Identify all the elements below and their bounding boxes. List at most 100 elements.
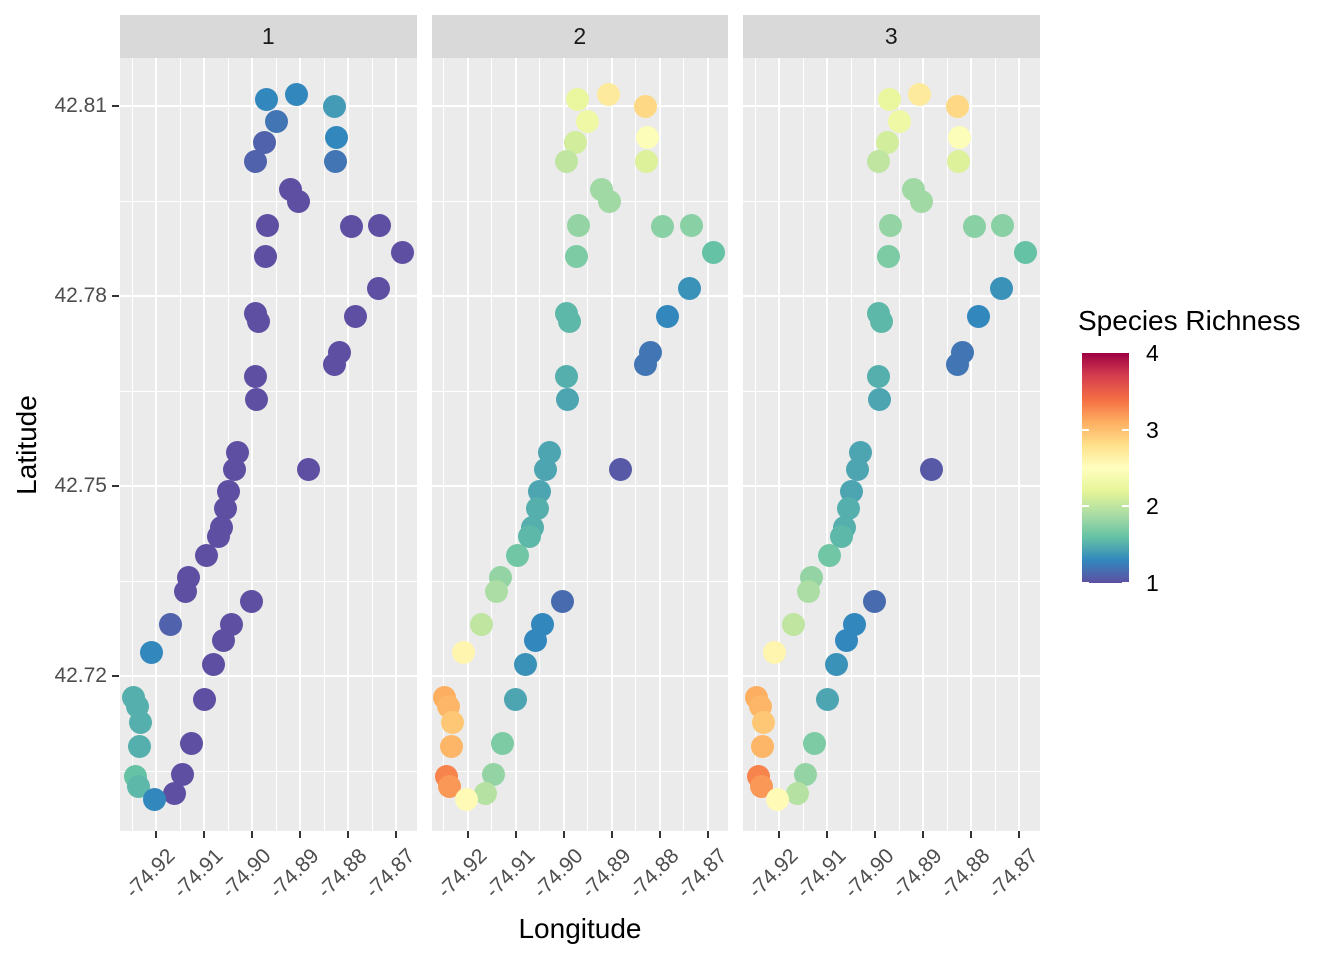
y-tick-label: 42.75 xyxy=(54,474,107,498)
data-point xyxy=(286,189,310,213)
gridline-major-horizontal xyxy=(743,485,1040,488)
x-axis-tick xyxy=(826,831,829,838)
x-axis-tick xyxy=(778,831,781,838)
gridline-minor-vertical xyxy=(323,58,325,831)
gridline-major-vertical xyxy=(778,58,781,831)
data-point xyxy=(763,641,787,665)
gridline-minor-horizontal xyxy=(431,200,728,202)
data-point xyxy=(962,215,986,239)
data-point xyxy=(596,82,620,106)
data-point xyxy=(322,353,346,377)
data-point xyxy=(866,149,890,173)
gridline-major-vertical xyxy=(251,58,254,831)
gridline-minor-horizontal xyxy=(743,770,1040,772)
data-point xyxy=(192,687,216,711)
data-point xyxy=(551,590,575,614)
data-point xyxy=(555,365,579,389)
data-point xyxy=(991,213,1015,237)
data-point xyxy=(967,305,991,328)
data-point xyxy=(525,496,549,520)
data-point xyxy=(244,388,268,411)
data-point xyxy=(252,130,276,154)
gridline-minor-vertical xyxy=(946,58,948,831)
gridline-major-horizontal xyxy=(743,295,1040,298)
y-tick-label: 42.78 xyxy=(54,284,107,308)
x-axis-tick xyxy=(658,831,661,838)
gridline-major-vertical xyxy=(922,58,925,831)
data-point xyxy=(909,189,933,213)
data-point xyxy=(555,149,579,173)
gridline-minor-horizontal xyxy=(120,770,417,772)
x-axis-tick xyxy=(706,831,709,838)
x-axis-tick xyxy=(347,831,350,838)
data-point xyxy=(678,277,702,301)
data-point xyxy=(440,711,464,735)
data-point xyxy=(173,579,197,603)
data-point xyxy=(945,353,969,377)
data-point xyxy=(845,457,869,481)
legend-break-label: 1 xyxy=(1146,570,1159,596)
data-point xyxy=(518,524,542,548)
y-tick-label: 42.81 xyxy=(54,94,107,118)
facet-strip: 3 xyxy=(743,15,1040,58)
y-axis-tick xyxy=(112,295,119,298)
facet-panel xyxy=(120,58,417,831)
data-point xyxy=(887,109,911,133)
gridline-major-vertical xyxy=(658,58,661,831)
data-point xyxy=(565,244,589,268)
data-point xyxy=(908,82,932,106)
data-point xyxy=(344,305,368,328)
data-point xyxy=(989,277,1013,301)
gridline-major-horizontal xyxy=(431,485,728,488)
y-axis-tick xyxy=(112,675,119,678)
data-point xyxy=(766,788,790,812)
data-point xyxy=(947,125,971,149)
data-point xyxy=(636,125,660,149)
x-axis-tick xyxy=(155,831,158,838)
data-point xyxy=(324,125,348,149)
data-point xyxy=(781,612,805,636)
gridline-major-vertical xyxy=(1018,58,1021,831)
data-point xyxy=(170,763,194,787)
data-point xyxy=(339,215,363,239)
data-point xyxy=(556,388,580,411)
legend-tick-mark xyxy=(1082,428,1089,431)
data-point xyxy=(634,353,658,377)
legend-break-label: 3 xyxy=(1146,416,1159,443)
gridline-minor-horizontal xyxy=(120,200,417,202)
data-point xyxy=(140,641,164,665)
x-axis-tick xyxy=(1018,831,1021,838)
data-point xyxy=(815,687,839,711)
gridline-major-horizontal xyxy=(431,675,728,678)
data-point xyxy=(243,365,267,389)
data-point xyxy=(564,130,588,154)
data-point xyxy=(368,213,392,237)
gridline-minor-vertical xyxy=(491,58,493,831)
legend-break-label: 2 xyxy=(1146,493,1159,520)
legend-tick-mark xyxy=(1122,428,1129,431)
gridline-minor-vertical xyxy=(587,58,589,831)
data-point xyxy=(793,763,817,787)
data-point xyxy=(829,524,853,548)
data-point xyxy=(1013,241,1037,265)
data-point xyxy=(835,629,859,653)
data-point xyxy=(491,732,515,756)
data-point xyxy=(837,496,861,520)
gridline-minor-horizontal xyxy=(431,770,728,772)
gridline-major-vertical xyxy=(299,58,302,831)
gridline-minor-vertical xyxy=(275,58,277,831)
data-point xyxy=(253,244,277,268)
data-point xyxy=(608,457,632,481)
gridline-minor-vertical xyxy=(131,58,133,831)
gridline-minor-vertical xyxy=(683,58,685,831)
x-axis-tick xyxy=(874,831,877,838)
facet-panel xyxy=(743,58,1040,831)
data-point xyxy=(454,788,478,812)
facet-strip-label: 3 xyxy=(884,23,898,49)
data-point xyxy=(470,612,494,636)
y-axis-tick xyxy=(112,105,119,108)
gridline-minor-vertical xyxy=(635,58,637,831)
data-point xyxy=(194,543,218,567)
gridline-major-vertical xyxy=(203,58,206,831)
